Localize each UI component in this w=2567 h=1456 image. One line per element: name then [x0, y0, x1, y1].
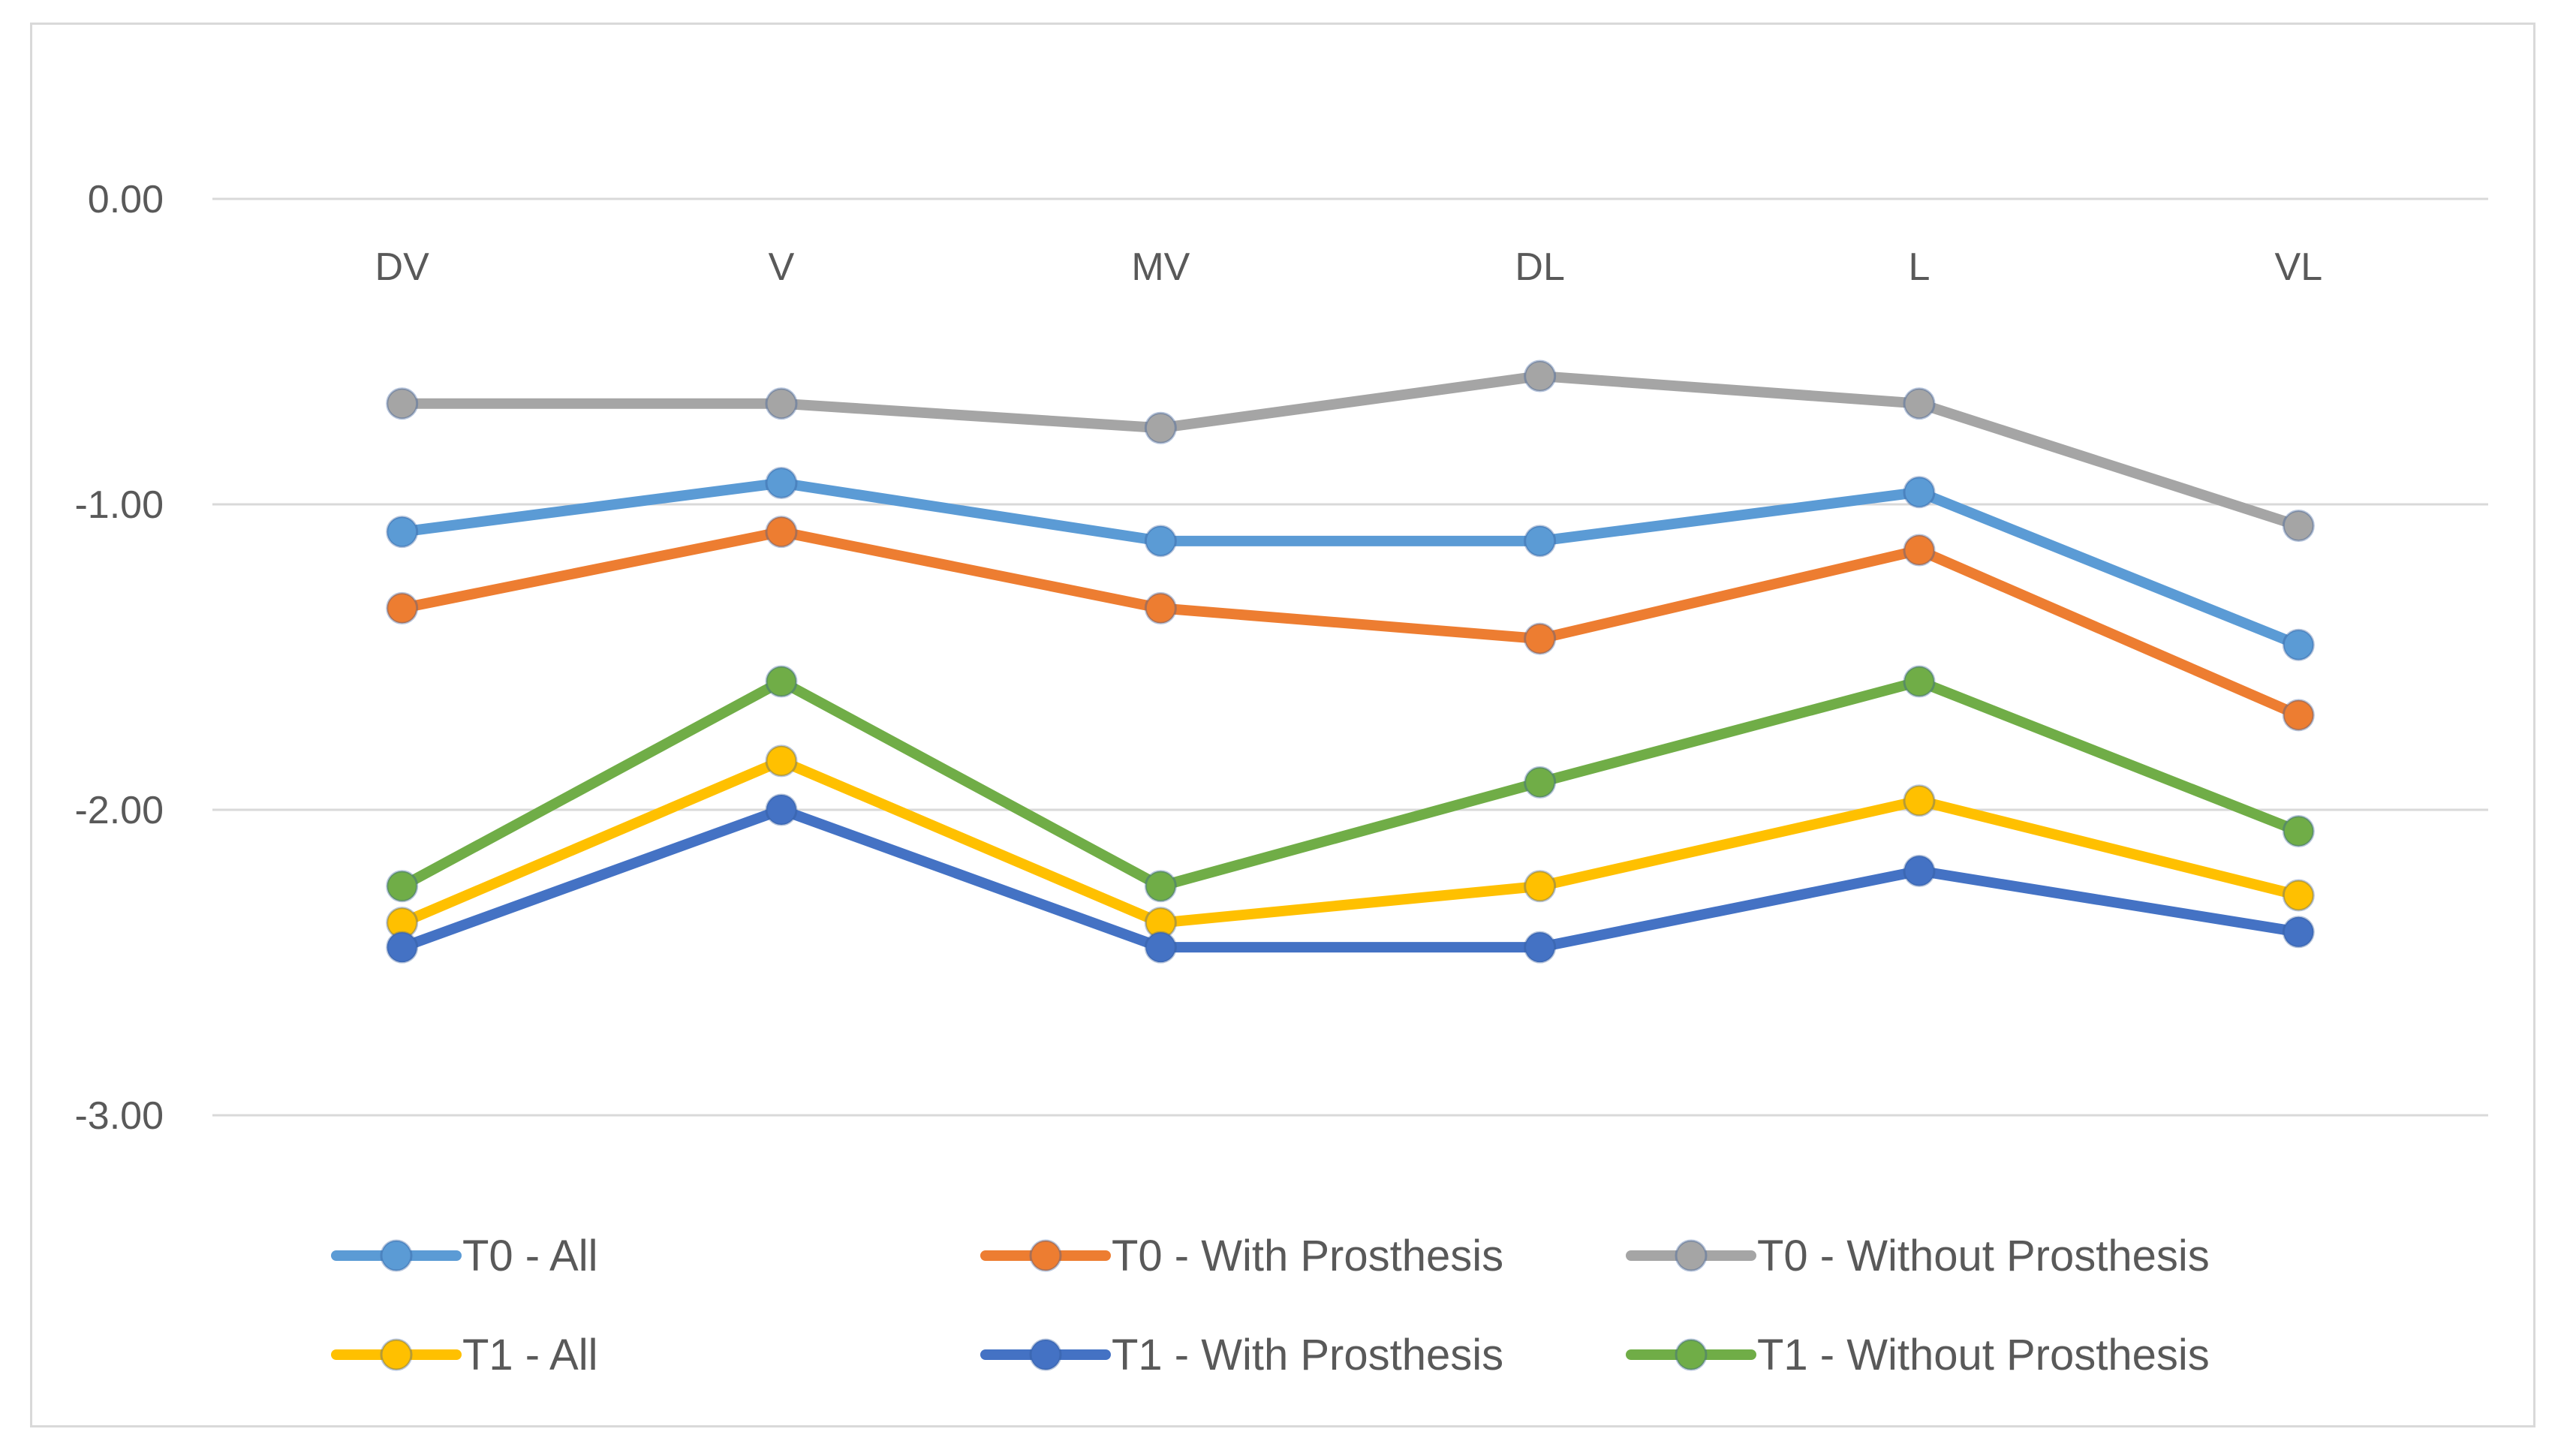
data-point: [765, 387, 798, 420]
legend-item: T0 - All: [331, 1232, 598, 1280]
series-line: [396, 477, 2304, 651]
series-t0-without-prosthesis: [386, 359, 2315, 542]
data-point: [2282, 628, 2315, 661]
data-point: [1144, 411, 1177, 444]
data-point: [386, 931, 419, 964]
legend-swatch-marker: [1675, 1239, 1708, 1272]
legend-item: T0 - With Prosthesis: [980, 1232, 1503, 1280]
data-point: [1524, 766, 1557, 799]
gridlines: [212, 197, 2488, 1117]
data-point: [765, 516, 798, 549]
legend-label: T0 - Without Prosthesis: [1757, 1232, 2210, 1280]
data-point: [765, 793, 798, 826]
series-line: [396, 676, 2304, 892]
data-point: [1903, 534, 1936, 567]
series-line: [396, 526, 2304, 720]
legend-item: T1 - Without Prosthesis: [1626, 1331, 2210, 1379]
chart-frame: 0.00 -1.00 -2.00 -3.00 DV V MV DL L VL T0 - All T…: [30, 23, 2535, 1427]
data-point: [1144, 525, 1177, 558]
data-point: [1903, 387, 1936, 420]
x-category-label: VL: [2275, 245, 2323, 289]
data-point: [1524, 359, 1557, 393]
legend-swatch-marker: [1675, 1338, 1708, 1371]
series-t1-with-prosthesis: [386, 793, 2315, 964]
legend-label: T0 - With Prosthesis: [1112, 1232, 1503, 1280]
data-point: [1524, 622, 1557, 655]
legend-label: T1 - Without Prosthesis: [1757, 1331, 2210, 1379]
data-point: [1144, 591, 1177, 624]
legend-label: T1 - With Prosthesis: [1112, 1331, 1503, 1379]
legend: T0 - All T0 - With Prosthesis T0 - Without…: [331, 1232, 2210, 1379]
data-point: [2282, 814, 2315, 847]
legend-swatch-marker: [380, 1239, 413, 1272]
x-category-label: MV: [1131, 245, 1190, 289]
data-point: [1144, 931, 1177, 964]
data-point: [1903, 784, 1936, 817]
data-point: [765, 745, 798, 778]
legend-item: T0 - Without Prosthesis: [1626, 1232, 2210, 1280]
series-lines: [386, 359, 2315, 964]
data-point: [386, 387, 419, 420]
data-point: [765, 665, 798, 698]
data-point: [1903, 854, 1936, 887]
data-point: [386, 516, 419, 549]
legend-item: T1 - All: [331, 1331, 598, 1379]
series-t0-all: [386, 467, 2315, 661]
data-point: [1524, 870, 1557, 903]
data-point: [1903, 476, 1936, 509]
line-chart: 0.00-1.00-2.00-3.00 DV V MV DL L VL T0 - All T…: [74, 178, 2488, 1379]
series-t1-without-prosthesis: [386, 665, 2315, 903]
y-tick-label: -3.00: [74, 1094, 164, 1138]
legend-label: T0 - All: [462, 1232, 598, 1280]
y-tick-label: -1.00: [74, 483, 164, 527]
data-point: [1903, 665, 1936, 698]
legend-swatch-marker: [1029, 1338, 1062, 1371]
series-t1-all: [386, 745, 2315, 940]
y-tick-label: -2.00: [74, 789, 164, 832]
legend-swatch-marker: [1029, 1239, 1062, 1272]
series-line: [396, 371, 2304, 531]
x-category-label: DL: [1515, 245, 1564, 289]
x-category-label: L: [1909, 245, 1931, 289]
legend-swatch-marker: [380, 1338, 413, 1371]
data-point: [1524, 931, 1557, 964]
x-category-label: V: [769, 245, 795, 289]
y-axis-tick-labels: 0.00 -1.00 -2.00 -3.00: [74, 178, 164, 1138]
legend-item: T1 - With Prosthesis: [980, 1331, 1503, 1379]
x-category-label: DV: [375, 245, 430, 289]
series-line: [396, 805, 2304, 953]
data-point: [386, 591, 419, 624]
legend-label: T1 - All: [462, 1331, 598, 1379]
data-point: [2282, 509, 2315, 542]
series-t0-with-prosthesis: [386, 516, 2315, 732]
x-axis-category-labels: DV V MV DL L VL: [375, 245, 2323, 289]
data-point: [2282, 916, 2315, 949]
y-tick-label: 0.00: [88, 178, 164, 221]
data-point: [2282, 879, 2315, 912]
data-point: [1524, 525, 1557, 558]
data-point: [2282, 699, 2315, 732]
data-point: [1144, 870, 1177, 903]
data-point: [386, 870, 419, 903]
data-point: [765, 467, 798, 500]
series-line: [396, 755, 2304, 928]
